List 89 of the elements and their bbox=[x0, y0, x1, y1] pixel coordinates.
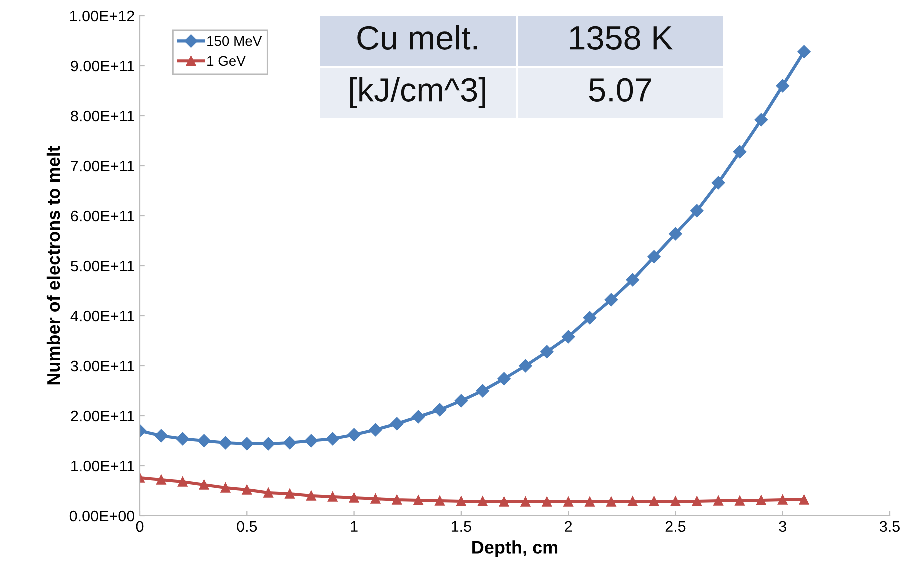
point bbox=[714, 496, 724, 506]
y-tick-label: 0.00E+00 bbox=[70, 510, 135, 522]
point bbox=[542, 497, 552, 507]
point bbox=[799, 495, 810, 505]
point bbox=[669, 227, 682, 241]
x-tick-label: 0 bbox=[136, 521, 144, 532]
x-axis-title: Depth, cm bbox=[472, 540, 558, 558]
point bbox=[264, 488, 274, 498]
y-axis-title: Number of electrons to melt bbox=[46, 146, 60, 385]
y-tick-label: 2.00E+11 bbox=[71, 410, 134, 422]
point bbox=[198, 434, 211, 448]
point bbox=[712, 176, 726, 190]
point bbox=[454, 394, 468, 408]
y-tick-label: 1.00E+12 bbox=[70, 10, 134, 22]
x-tick-label: 3 bbox=[779, 521, 786, 532]
point bbox=[562, 330, 576, 344]
x-tick-label: 3.5 bbox=[880, 521, 900, 532]
point bbox=[414, 496, 424, 506]
y-tick-label: 9.00E+11 bbox=[71, 60, 134, 72]
point bbox=[304, 434, 318, 448]
point bbox=[219, 436, 232, 450]
point bbox=[499, 497, 510, 507]
point bbox=[369, 423, 382, 437]
point bbox=[756, 496, 766, 506]
annotation: 1358 K bbox=[570, 26, 673, 50]
point bbox=[285, 489, 295, 499]
point bbox=[648, 250, 661, 264]
annotation: 5.07 bbox=[589, 78, 652, 102]
point bbox=[326, 432, 340, 446]
point bbox=[433, 403, 447, 417]
y-tick-label: 1.00E+11 bbox=[72, 460, 134, 472]
point bbox=[735, 496, 745, 506]
y-tick-label: 6.00E+11 bbox=[71, 210, 134, 222]
annotation: Cu melt. bbox=[358, 25, 478, 50]
point bbox=[348, 428, 361, 442]
point bbox=[390, 417, 404, 431]
point bbox=[520, 497, 531, 507]
y-tick-label: 7.00E+11 bbox=[71, 160, 134, 172]
point bbox=[585, 497, 595, 507]
x-tick-label: 1.5 bbox=[452, 521, 472, 532]
x-tick-label: 2 bbox=[565, 521, 572, 532]
point bbox=[604, 293, 618, 307]
point bbox=[519, 359, 532, 373]
point bbox=[564, 497, 574, 507]
point bbox=[220, 483, 231, 493]
point bbox=[649, 496, 660, 506]
point bbox=[154, 429, 168, 443]
point bbox=[156, 475, 166, 485]
point bbox=[776, 79, 790, 93]
point bbox=[778, 495, 788, 505]
legend-label: 1 GeV bbox=[208, 56, 246, 66]
point bbox=[199, 480, 210, 490]
point bbox=[262, 437, 276, 451]
y-tick-label: 5.00E+11 bbox=[71, 260, 134, 272]
y-tick-label: 3.00E+11 bbox=[71, 360, 134, 372]
point bbox=[412, 410, 426, 424]
point bbox=[583, 311, 597, 325]
point bbox=[435, 496, 445, 506]
point bbox=[456, 496, 466, 506]
y-tick-label: 4.00E+11 bbox=[70, 310, 134, 322]
point bbox=[754, 113, 768, 127]
point bbox=[798, 45, 811, 59]
annotation: [kJ/cm^3] bbox=[350, 77, 486, 109]
point bbox=[478, 496, 488, 506]
point bbox=[306, 491, 316, 501]
x-tick-label: 2.5 bbox=[666, 521, 686, 532]
point bbox=[626, 273, 640, 287]
point bbox=[242, 485, 252, 495]
legend-label: 150 MeV bbox=[208, 36, 262, 46]
point bbox=[476, 384, 490, 398]
point bbox=[283, 436, 297, 450]
point bbox=[328, 492, 338, 502]
point bbox=[240, 437, 254, 451]
point bbox=[370, 494, 381, 504]
point bbox=[540, 345, 554, 359]
point bbox=[733, 145, 747, 159]
point bbox=[606, 497, 616, 507]
y-tick-label: 8.00E+11 bbox=[71, 110, 134, 122]
point bbox=[178, 477, 188, 487]
x-tick-label: 0.5 bbox=[237, 521, 258, 532]
point bbox=[692, 496, 702, 506]
point bbox=[690, 204, 704, 218]
point bbox=[349, 493, 360, 503]
point bbox=[670, 496, 681, 506]
point bbox=[392, 495, 402, 505]
point bbox=[176, 432, 190, 446]
point bbox=[628, 496, 638, 506]
x-tick-label: 1 bbox=[351, 521, 358, 532]
point bbox=[498, 372, 511, 386]
